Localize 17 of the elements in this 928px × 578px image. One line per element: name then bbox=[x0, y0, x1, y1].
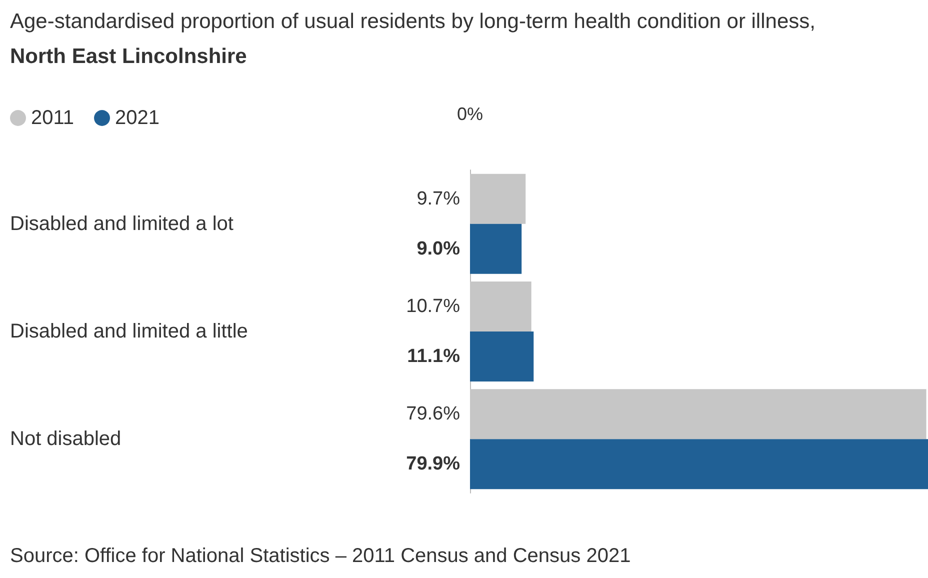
data-label: 9.0% bbox=[416, 238, 460, 260]
text: 0% bbox=[456, 104, 484, 125]
data-label: 11.1% bbox=[407, 346, 460, 367]
y-tick-label: Disabled and limited a little bbox=[10, 320, 248, 342]
bar bbox=[470, 332, 534, 382]
data-label: 79.9% bbox=[406, 454, 460, 475]
data-label: 79.6% bbox=[406, 404, 460, 425]
y-tick-label: Disabled and limited a lot bbox=[10, 212, 234, 235]
chart-title: Age-standardised proportion of usual residents by long-term health condition or illness, North East Lincolnshire bbox=[10, 9, 816, 70]
source-note: Source: Office for National Statistics – 2011 Census and Census 2021 bbox=[10, 545, 631, 568]
y-tick-label: Not disabled bbox=[10, 428, 122, 450]
data-label: 9.7% bbox=[416, 188, 460, 210]
legend-label: 2021 bbox=[115, 107, 160, 129]
bar bbox=[470, 224, 522, 274]
data-label: 10.7% bbox=[406, 296, 460, 317]
legend-label: 2011 bbox=[31, 107, 74, 129]
bar bbox=[470, 439, 928, 490]
